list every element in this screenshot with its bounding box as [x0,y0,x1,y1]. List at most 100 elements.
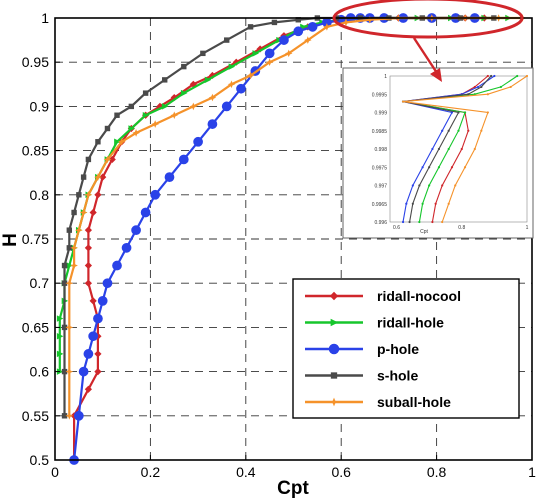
legend-item: ridall-nocool [305,288,461,304]
legend-label: p-hole [377,341,419,357]
inset-plot-frame [389,75,528,223]
data-point [84,385,92,393]
y-tick-label: 0.6 [30,364,50,380]
data-point [84,244,92,252]
inset-data-point [493,74,496,78]
y-tick-label: 0.5 [30,452,50,468]
data-point [285,49,293,58]
inset-data-point [467,129,470,132]
ticks-layer: 0 0.2 0.4 0.6 0.8 10.50.550.60.650.70.750.80.… [22,10,536,480]
inset-data-point [437,166,441,169]
inset-data-point [450,111,454,114]
data-point [89,208,97,217]
data-point [246,71,255,80]
data-point [84,261,92,270]
inset-data-point [437,147,441,151]
inset-layer: 0.6 0.8 1 0.996 0.9965 0.997 0.9975 0.998 0.9985… [372,74,529,231]
data-point [128,125,135,132]
data-point [295,17,301,23]
inset-data-point [454,184,457,187]
data-point [61,262,68,269]
data-point [84,279,92,287]
data-point [118,138,126,146]
inset-data-point [457,129,460,132]
legend-swatch-marker [329,291,339,301]
data-point [80,174,87,180]
data-point [108,155,116,164]
x-tick-label: 1 [528,464,536,480]
data-point [61,324,68,331]
data-point [162,77,168,83]
inset-x-label: Cpt [420,229,428,235]
inset-data-point [473,147,476,151]
data-point [252,50,259,57]
inset-data-point [447,129,450,132]
y-tick-label: 0.75 [22,231,49,247]
data-point [66,262,73,269]
inset-data-point [525,74,529,78]
inset-x-tick-label: 0.6 [393,225,400,231]
inset-data-point [441,220,444,224]
inset-data-point [450,166,454,169]
data-point [76,192,82,198]
data-point [193,136,203,147]
data-point [94,368,102,376]
inset-data-point [408,220,411,224]
inset-frame [342,67,534,239]
data-point [221,101,232,112]
data-point [228,63,236,70]
data-point [342,18,350,27]
inset-data-point [486,111,489,114]
data-point [99,173,107,181]
legend-swatch-marker [330,318,339,327]
inset-data-point [401,100,405,103]
inset-data-point [486,74,489,78]
inset-data-point [418,220,421,224]
data-point [73,410,84,421]
legend-swatch-marker [329,397,339,407]
data-point [66,227,73,233]
legend-label: s-hole [377,368,418,384]
legend-item: ridall-hole [305,315,444,331]
data-point [65,367,74,376]
inset-data-point [434,202,437,205]
data-point [56,368,64,375]
y-tick-label: 1 [41,10,49,26]
inset-data-point [509,85,512,89]
annotation-layer [332,0,524,82]
data-point [121,242,132,253]
annotation-arrow-shaft [412,37,439,74]
inset-data-point [516,74,519,78]
inset-data-point [476,85,480,89]
inset-data-point [463,166,467,169]
data-point [140,207,151,218]
inset-y-tick-label: 0.996 [374,220,387,226]
x-tick-label: 0 [51,464,59,480]
highlight-ellipse [332,0,524,39]
inset-y-tick-label: 0.9965 [372,202,388,208]
inset-data-point [441,129,444,132]
data-point [247,24,254,30]
inset-y-tick-label: 0.997 [374,184,387,190]
legend-item: s-hole [305,368,418,384]
data-point [132,129,140,137]
data-point [56,315,64,322]
data-point [61,368,68,375]
data-point [61,280,68,286]
data-point [70,261,78,270]
data-point [227,80,236,89]
data-point [366,16,374,24]
data-point [178,154,189,165]
data-point [112,260,122,271]
y-tick-label: 0.55 [22,408,49,424]
inset-x-tick-label: 0.8 [458,225,465,231]
data-point [164,172,175,182]
data-point [66,245,73,251]
annotation-arrow-head [430,68,442,82]
data-point [236,83,246,94]
data-point [128,103,135,110]
inset-data-point [480,85,483,89]
inset-data-point [405,202,408,205]
inset-y-tick-label: 0.998 [374,147,387,153]
